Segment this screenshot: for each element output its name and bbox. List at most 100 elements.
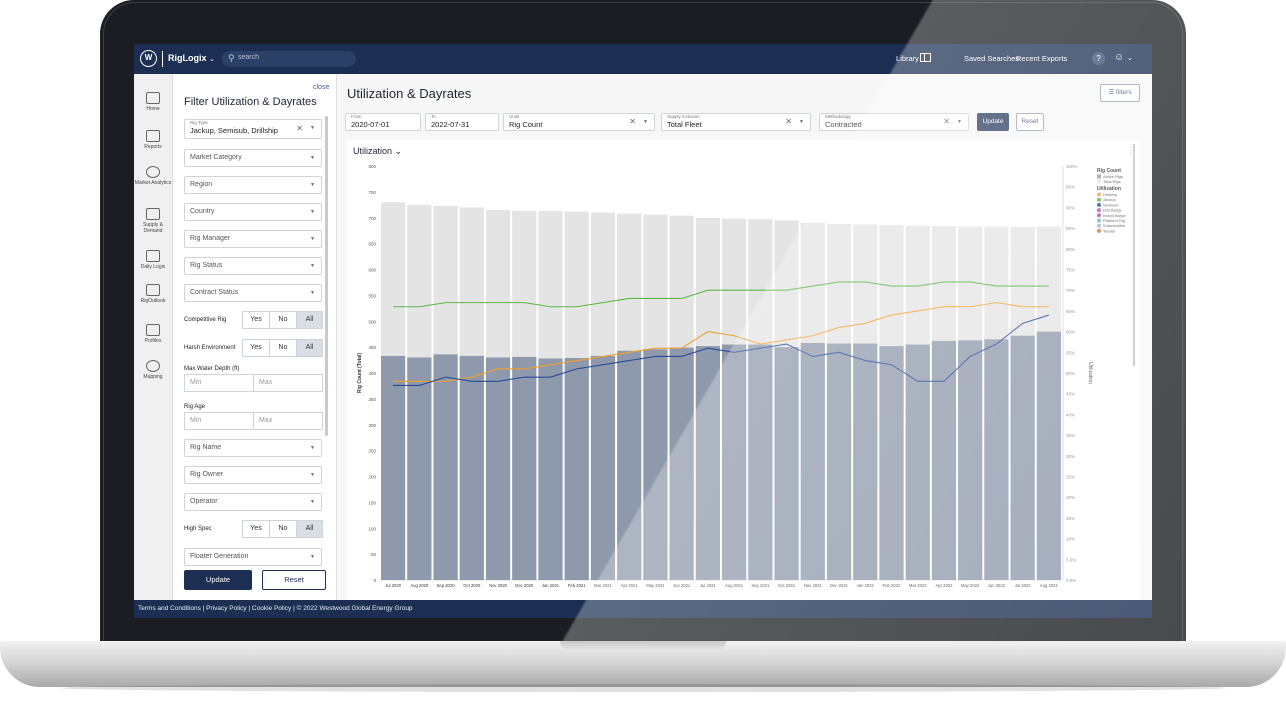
chevron-down-icon: ▼ — [310, 445, 315, 451]
active-rigs-bar — [590, 355, 616, 580]
to-date-input[interactable]: To 2022-07-31 — [425, 113, 499, 131]
water-depth-max-input[interactable]: Max — [253, 374, 323, 392]
nav-home[interactable]: Home — [134, 92, 172, 112]
high-spec-label: High Spec — [184, 526, 212, 532]
y-tick-label: 350 — [368, 397, 376, 402]
y-tick-label: 250 — [368, 449, 376, 454]
competitive-rig-no[interactable]: No — [269, 311, 297, 329]
filter-update-button[interactable]: Update — [184, 570, 252, 590]
filter-scrollbar[interactable] — [325, 116, 328, 436]
region-select[interactable]: Region ▼ — [184, 176, 322, 194]
nav-label: Reports — [144, 144, 162, 150]
high-spec-all[interactable]: All — [296, 520, 323, 538]
rig-manager-select[interactable]: Rig Manager ▼ — [184, 230, 322, 248]
chevron-down-icon: ▼ — [310, 499, 315, 505]
filters-button[interactable]: ☰ filters — [1100, 84, 1140, 102]
y2-tick-label: 25% — [1066, 475, 1075, 480]
y2-tick-label: 10% — [1066, 537, 1075, 542]
y2-tick-label: 100% — [1066, 164, 1078, 169]
chart-title-dropdown[interactable]: Utilization ⌄ — [353, 146, 402, 157]
active-rigs-bar — [1036, 331, 1061, 580]
active-rigs-bar — [931, 340, 957, 580]
nav-profiles[interactable]: Profiles — [134, 324, 172, 344]
nav-supply-demand[interactable]: Supply & Demand — [134, 208, 172, 234]
x-tick-label: Jan 2021 — [542, 583, 560, 588]
clear-icon[interactable]: ✕ — [943, 117, 950, 126]
reset-button[interactable]: Reset — [1016, 113, 1044, 131]
y-tick-label: 700 — [368, 216, 376, 221]
clear-icon[interactable]: ✕ — [785, 117, 792, 126]
help-icon[interactable]: ? — [1092, 52, 1105, 65]
country-select[interactable]: Country ▼ — [184, 203, 322, 221]
competitive-rig-yes[interactable]: Yes — [242, 311, 270, 329]
y2-tick-label: 20% — [1066, 495, 1075, 500]
y-tick-label: 550 — [368, 293, 376, 298]
rig-owner-select[interactable]: Rig Owner ▼ — [184, 466, 322, 484]
filter-reset-button[interactable]: Reset — [262, 570, 326, 590]
globe-icon — [146, 360, 160, 372]
rig-age-min-input[interactable]: Min — [184, 412, 254, 430]
app-switcher[interactable]: RigLogix ⌄ — [168, 53, 215, 63]
competitive-rig-all[interactable]: All — [296, 311, 323, 329]
chevron-down-icon: ▼ — [957, 119, 962, 125]
y2-axis-title: Utilization — [1087, 362, 1093, 384]
high-spec-no[interactable]: No — [269, 520, 297, 538]
saved-searches-link[interactable]: Saved Searches — [964, 54, 1020, 63]
legend-marker — [1097, 228, 1101, 233]
from-date-input[interactable]: From 2020-07-01 — [345, 113, 421, 131]
rig-type-select[interactable]: Rig Type Jackup, Semisub, Drillship ✕ ▼ — [184, 119, 322, 139]
legend-item: Semisub — [1103, 202, 1119, 207]
x-tick-label: Nov 2021 — [804, 583, 823, 588]
harsh-env-all[interactable]: All — [296, 339, 323, 357]
user-menu[interactable]: ☺ ⌄ — [1114, 52, 1133, 63]
operator-select[interactable]: Operator ▼ — [184, 493, 322, 511]
search-input[interactable] — [222, 51, 356, 67]
field-label: From — [351, 114, 362, 119]
active-rigs-bar — [774, 347, 799, 580]
legend-item: Total Rigs — [1103, 179, 1121, 184]
market-category-select[interactable]: Market Category ▼ — [184, 149, 322, 167]
nav-rig-outlook[interactable]: RigOutlook — [134, 284, 172, 304]
rig-outlook-icon — [146, 284, 160, 296]
westwood-logo[interactable]: W — [140, 50, 157, 67]
units-select[interactable]: Units Rig Count ✕ ▼ — [503, 113, 655, 131]
water-depth-min-input[interactable]: Min — [184, 374, 254, 392]
field-value: 2022-07-31 — [431, 120, 470, 129]
profiles-icon — [146, 324, 160, 336]
reports-icon — [146, 130, 160, 142]
close-filter-link[interactable]: close — [313, 84, 330, 91]
clear-icon[interactable]: ✕ — [629, 117, 636, 126]
x-tick-label: Nov 2020 — [489, 583, 508, 588]
laptop-shadow — [60, 684, 1226, 692]
nav-market-analytics[interactable]: Market Analytics — [134, 166, 172, 186]
chevron-down-icon: ▼ — [310, 290, 315, 296]
floater-generation-select[interactable]: Floater Generation ▼ — [184, 548, 322, 566]
active-rigs-bar — [407, 357, 432, 580]
rig-status-select[interactable]: Rig Status ▼ — [184, 257, 322, 275]
more-options-icon[interactable]: ⋮ — [1127, 146, 1135, 155]
library-link[interactable]: Library — [896, 54, 919, 63]
nav-label: Mapping — [143, 374, 163, 380]
clear-icon[interactable]: ✕ — [296, 124, 303, 133]
update-button[interactable]: Update — [977, 113, 1009, 131]
harsh-env-no[interactable]: No — [269, 339, 297, 357]
book-icon[interactable] — [920, 53, 931, 62]
x-tick-label: Aug 2021 — [725, 583, 744, 588]
legend-swatch — [1097, 174, 1101, 179]
nav-reports[interactable]: Reports — [134, 130, 172, 150]
nav-mapping[interactable]: Mapping — [134, 360, 172, 380]
harsh-env-yes[interactable]: Yes — [242, 339, 270, 357]
high-spec-yes[interactable]: Yes — [242, 520, 270, 538]
chevron-down-icon: ⌄ — [394, 146, 403, 156]
main-scrollbar[interactable] — [1133, 144, 1135, 366]
supply-inclusion-select[interactable]: Supply Inclusion Total Fleet ✕ ▼ — [661, 113, 811, 131]
nav-label: Home — [146, 106, 160, 112]
rig-name-select[interactable]: Rig Name ▼ — [184, 439, 322, 457]
rig-age-max-input[interactable]: Max — [253, 412, 323, 430]
contract-status-select[interactable]: Contract Status ▼ — [184, 284, 322, 302]
nav-daily-logix[interactable]: Daily Logix — [134, 250, 172, 270]
methodology-select[interactable]: Methodology Contracted ✕ ▼ — [819, 113, 969, 131]
recent-exports-link[interactable]: Recent Exports — [1016, 54, 1068, 63]
x-tick-label: Oct 2020 — [463, 583, 481, 588]
y2-tick-label: 45% — [1066, 392, 1075, 397]
